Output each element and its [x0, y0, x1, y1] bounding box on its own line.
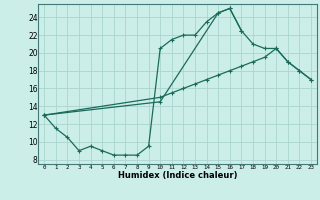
X-axis label: Humidex (Indice chaleur): Humidex (Indice chaleur)	[118, 171, 237, 180]
